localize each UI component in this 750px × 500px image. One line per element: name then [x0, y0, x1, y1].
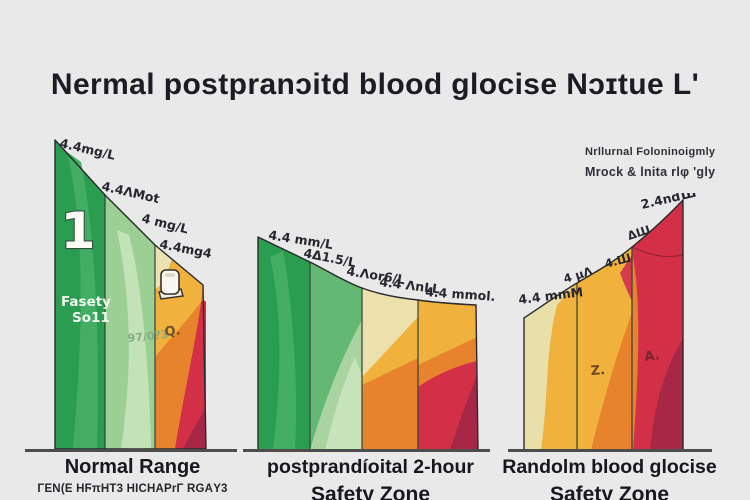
zone-pale-green-band [117, 230, 151, 449]
caption-random: Randolm blood glocise [502, 456, 717, 478]
zone-yellow2 [418, 300, 477, 365]
zone-red [175, 300, 206, 449]
chart2-outline [257, 236, 479, 451]
zone-text-line1: Fasety [61, 294, 111, 310]
chart-normal-range: 1 Fasety So11 97/0?3 Q. 4.4mg/L 4.4ΛMot … [54, 135, 213, 450]
chart1-zones [54, 139, 207, 450]
slope-label: 4 mg/L [140, 210, 190, 236]
note-line-2: Mrock & lnita rlφ 'gly [585, 165, 716, 179]
slope-label: ΔШ [626, 222, 652, 242]
slope-label: 4.Ш [603, 250, 632, 270]
chart3-outline [523, 199, 684, 451]
chart3-note: Nrllurnal Foloninoigmly Mrock & lnita rl… [585, 146, 745, 179]
z-mark: Z. [590, 363, 605, 379]
chart3-zones [523, 199, 684, 451]
caption-normal-range: Normal Range [64, 456, 201, 478]
caption-postprandial: postprandíoital 2-hour [267, 456, 474, 478]
chart2-zones [257, 236, 479, 451]
zone-orange [362, 358, 418, 450]
zone-orange [591, 313, 632, 450]
a-mark: A. [643, 348, 660, 365]
zone-mid-green-band [270, 251, 297, 450]
glucometer-cup-icon [158, 269, 184, 300]
faint-watermark-text: 97/0?3 [127, 328, 169, 345]
slope-label: 4.4 ΛnLL [379, 274, 441, 296]
subcaption-normal-range: ΓΕΝ(Ε ΗϜπΗΤ3 HICHAPrΓ RGΑY3 [37, 483, 228, 495]
zone-dark-red [183, 407, 206, 449]
subcaption-postprandial: Safety Zone [310, 483, 431, 500]
slope-label: 4.4 mmol.L [425, 284, 495, 304]
zone-red-sliver [620, 255, 632, 301]
zone-text-line2: So11 [72, 310, 110, 326]
chart-random-glucose: 4.4 mmM 4 μΛ 4.Ш ΔШ 2.4nɗШ Z. A. [518, 193, 698, 451]
zone-cream [362, 288, 418, 377]
zone-orange-sliver [632, 253, 639, 450]
contour-line [631, 246, 684, 258]
baseline-chart1 [25, 449, 237, 452]
subcaption-random: Safety Zone [549, 483, 670, 500]
zone-paler-green [325, 357, 362, 450]
zone-dark-red [650, 338, 683, 450]
slope-label: 2.4nɗШ [639, 193, 697, 212]
big-number-1: 1 [61, 202, 96, 260]
zone-dark-red [450, 375, 478, 450]
note-line-1: Nrllurnal Foloninoigmly [585, 146, 716, 158]
baseline-chart2 [243, 449, 490, 452]
q-mark: Q. [164, 323, 181, 340]
page-title: Nermal postpranɔitd blood glocise Nɔɪtue… [50, 68, 700, 101]
baseline-chart3 [508, 449, 712, 452]
zone-mid-green-band [67, 152, 99, 449]
chart-postprandial: 4.4 mm/L 4Δ1.5/L 4.Λor6/L 4.4 ΛnLL 4.4 m… [257, 227, 495, 451]
zone-yellow [541, 283, 577, 450]
